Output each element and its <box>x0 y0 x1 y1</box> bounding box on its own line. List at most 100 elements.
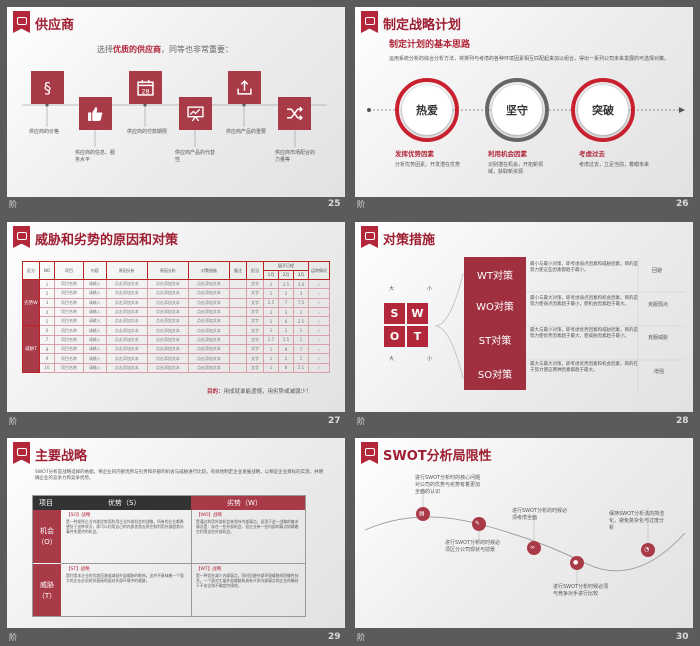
slide-mark: 阶 <box>357 417 365 426</box>
strategy-note: 增强 <box>654 369 665 375</box>
table-cell: 8 <box>278 362 294 373</box>
group-label: 劣势W <box>22 278 40 327</box>
table-cell: 2.5 <box>263 297 279 308</box>
limitation-note: 进行SWOT分析的时候必须考虑全面 <box>512 508 568 521</box>
table-cell: 1 <box>263 278 279 290</box>
row-threat-bg <box>33 564 61 616</box>
strategy-st[interactable]: ST对策 <box>464 322 526 356</box>
table-cell <box>229 344 247 355</box>
col-header: 内容 <box>82 261 107 280</box>
bracket-lines <box>434 258 685 394</box>
table-cell: 5 <box>39 316 55 327</box>
table-cell: 1 <box>263 325 279 336</box>
limitation-note: 进行SWOT分析的时候必须区分公司现状与前景 <box>445 540 501 553</box>
analysis-table: 区分 NO 项目 内容 原因分析 原因分析 对策措施 备注 担当 展开日程 运转… <box>22 261 330 373</box>
table-cell: 点击添加文本 <box>187 297 231 308</box>
table-cell: 10 <box>39 362 55 373</box>
table-row: 8 项目名称 请输入 点击添加文本 点击添加文本 点击添加文本 文字 1 8 7 ✓ <box>23 344 330 355</box>
table-cell: 点击添加文本 <box>105 334 148 346</box>
table-cell: 2.1 <box>293 362 309 373</box>
col-header: 对策措施 <box>187 261 231 280</box>
table-footnote: 目的：用成就谁能遗憾，用劣势或减弱少！ <box>207 389 312 395</box>
table-cell: 点击添加文本 <box>187 353 231 364</box>
table-cell: 项目名称 <box>54 288 84 299</box>
strategy-so[interactable]: SO对策 <box>464 356 526 390</box>
slide-27[interactable]: 威胁和劣势的原因和对策 区分 NO 项目 内容 原因分析 原因分析 对策措施 备… <box>7 222 345 412</box>
slide-26[interactable]: 制定战略计划 制定计划的基本思路 运用系统分析的综合分析方法，将排列与考虑的各种… <box>355 7 693 197</box>
table-cell: 点击添加文本 <box>105 325 148 336</box>
table-cell: 点击添加文本 <box>187 288 231 299</box>
circle-passion: 热爱 <box>402 85 452 135</box>
table-cell: 请输入 <box>82 325 107 336</box>
table-cell: 1 <box>39 278 55 290</box>
slide-title: 制定战略计划 <box>383 18 462 33</box>
slide-mark: 阶 <box>9 633 17 642</box>
table-cell: 文字 <box>246 278 264 290</box>
cell-text: 是利用本企业的优势回避或减轻外部威胁的影响。这并不意味着一个强大的企业必须时刻直… <box>66 573 184 583</box>
table-cell: 项目名称 <box>54 334 84 346</box>
thumbs-up-icon <box>79 97 112 130</box>
table-cell: 1 <box>263 362 279 373</box>
limitation-note: 进行SWOT分析时候必须与竞争对手进行比较 <box>553 584 609 597</box>
slide-number: 30 <box>676 632 689 642</box>
table-cell: 文字 <box>246 334 264 346</box>
table-cell: 点击添加文本 <box>146 297 189 308</box>
check-icon: ✓ <box>308 325 330 336</box>
strategy-wo[interactable]: WO对策 <box>464 288 526 322</box>
table-cell: 项目名称 <box>54 306 84 318</box>
slide-background <box>7 438 345 628</box>
check-icon: ✓ <box>308 334 330 346</box>
table-cell: 点击添加文本 <box>105 278 148 290</box>
swot-t: T <box>407 326 428 347</box>
cell-text: 是通过利用外部机会来弥补内部弱点，适用于这一战略的基本情况是：存在一些外部机会，… <box>196 519 299 534</box>
slide-25[interactable]: 供应商 选择优质的供应商，同等也非常重要： § 28 供应商的价格 供应商的信息… <box>7 7 345 197</box>
table-row: 威胁T 6 项目名称 请输入 点击添加文本 点击添加文本 点击添加文本 文字 1 2 1 ✓ <box>22 325 330 373</box>
slide-30[interactable]: SWOT分析局限性 ▤ ✎ ∞ ● ◔ 进行SWOT分析时的核心问题对公司的优势… <box>355 438 693 628</box>
table-cell: 点击添加文本 <box>187 316 231 327</box>
col-header: 备注 <box>229 261 247 280</box>
table-cell: 文字 <box>246 325 264 336</box>
table-cell: 1 <box>263 353 279 364</box>
slide-number: 27 <box>328 416 341 426</box>
table-cell: 点击添加文本 <box>146 325 189 336</box>
col-weakness: 劣势（W） <box>227 499 262 507</box>
strategy-wt[interactable]: WT对策 <box>464 257 526 291</box>
check-icon: ✓ <box>308 297 330 308</box>
table-cell <box>229 353 247 364</box>
sub-header: 2月 <box>278 270 294 280</box>
slide-mark: 阶 <box>357 200 365 209</box>
circle-caption: 发挥优势因素 <box>395 150 434 158</box>
table-cell: 点击添加文本 <box>187 344 231 355</box>
table-cell <box>229 278 247 290</box>
table-cell: 文字 <box>246 306 264 318</box>
table-cell <box>229 288 247 299</box>
clipboard-icon: ▤ <box>419 510 425 517</box>
calendar-icon: 28 <box>129 71 162 104</box>
swot-o: O <box>384 326 405 347</box>
item-label: 供应商产品的代替性 <box>175 150 216 163</box>
table-cell: 点击添加文本 <box>146 288 189 299</box>
strategy-text: 最小与最小对策，即考虑弱点因素和威胁因素，目的是努力使这些因素都趋于最小。 <box>530 262 638 273</box>
table-cell: 项目名称 <box>54 353 84 364</box>
circle-caption: 考虑过去 <box>579 150 605 158</box>
slide-title: 供应商 <box>35 18 75 33</box>
table-cell: 点击添加文本 <box>187 334 231 346</box>
slide-number: 26 <box>676 199 689 209</box>
table-cell: 9 <box>39 353 55 364</box>
table-cell: 文字 <box>246 353 264 364</box>
slide-title: SWOT分析局限性 <box>383 449 492 464</box>
table-cell: 点击添加文本 <box>187 278 231 290</box>
chart-icon: ◔ <box>644 546 650 553</box>
slide-number: 28 <box>676 416 689 426</box>
table-cell: 请输入 <box>82 344 107 355</box>
circle-subtext: 识别潜在机会，开拓新领域，获取新资源 <box>488 162 544 175</box>
corner-label: 小 <box>427 356 433 362</box>
table-cell: 1 <box>293 353 309 364</box>
item-label: 供应商的付款期限 <box>127 129 168 135</box>
slide-29[interactable]: 主要战略 SWOT分析是战略选择的依据，将企业的内部优势与劣势和外部的机会与威胁… <box>7 438 345 628</box>
table-cell: 项目名称 <box>54 297 84 308</box>
dot-icon: ● <box>573 559 579 566</box>
table-cell: 2 <box>263 306 279 318</box>
col-header: 担当 <box>246 261 264 280</box>
sub-header: 1月 <box>263 270 279 280</box>
